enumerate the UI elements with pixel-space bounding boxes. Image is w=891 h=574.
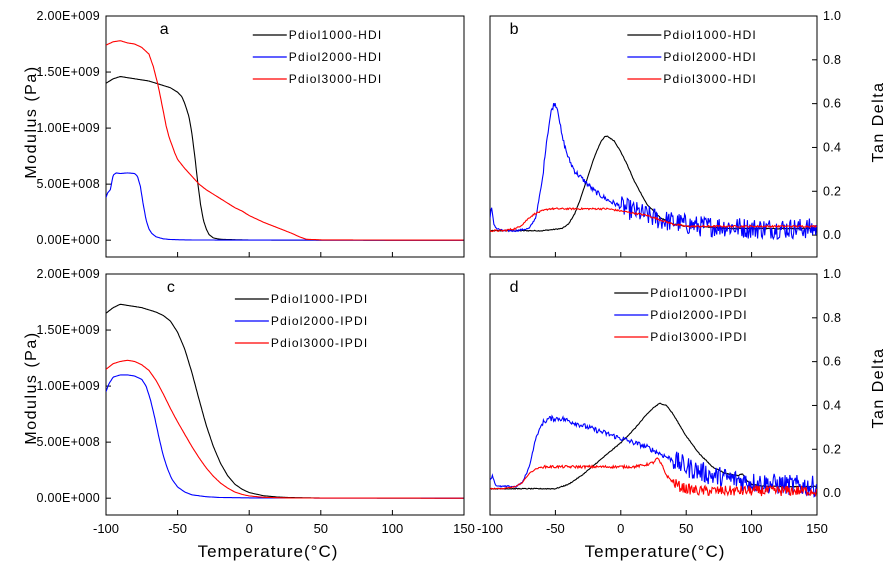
- y-tick-label: 5.00E+008: [36, 435, 100, 449]
- y-tick-label: 1.50E+009: [36, 65, 100, 79]
- panel-label-b: b: [510, 21, 519, 38]
- y-tick-label: 1.0: [823, 9, 841, 23]
- y-tick-label: 0.2: [823, 442, 841, 456]
- series-line-pdiol1000-ipdi: [106, 303, 464, 499]
- y-tick-label: 0.0: [823, 228, 841, 242]
- panel-label-d: d: [510, 279, 519, 296]
- y-tick-label: 0.0: [823, 486, 841, 500]
- legend-label: Pdiol3000-IPDI: [650, 330, 748, 344]
- x-axis-title-left: Temperature(°C): [198, 542, 339, 561]
- legend-label: Pdiol2000-IPDI: [271, 314, 369, 328]
- x-tick-label: 100: [741, 521, 763, 536]
- series-line-pdiol1000-hdi: [106, 76, 464, 241]
- series-line-pdiol3000-hdi: [490, 206, 817, 233]
- x-tick-label: -50: [546, 521, 565, 536]
- x-tick-label: 150: [453, 521, 475, 536]
- y-tick-label: 0.4: [823, 398, 841, 412]
- legend-label: Pdiol1000-HDI: [289, 28, 383, 42]
- x-axis-title-right: Temperature(°C): [585, 542, 726, 561]
- y-tick-label: 1.0: [823, 267, 841, 281]
- y-tick-label: 0.00E+000: [36, 233, 100, 247]
- y-tick-label: 0.00E+000: [36, 491, 100, 505]
- legend-label: Pdiol1000-IPDI: [650, 286, 748, 300]
- x-tick-label: 0: [617, 521, 624, 536]
- y-tick-label: 1.00E+009: [36, 121, 100, 135]
- y-tick-label: 2.00E+009: [36, 267, 100, 281]
- y-axis-title-bottom-right: Tan Delta: [870, 347, 887, 428]
- legend-label: Pdiol2000-IPDI: [650, 308, 748, 322]
- series-line-pdiol2000-ipdi: [106, 374, 464, 499]
- plot-frame-c: [105, 273, 465, 516]
- legend-label: Pdiol2000-HDI: [663, 50, 757, 64]
- legend-label: Pdiol2000-HDI: [289, 50, 383, 64]
- panel-b: 0.0 0.2 0.4 0.6 0.8 1.0 b Pdiol1000-HDI Pdiol200…: [489, 9, 841, 258]
- series-line-pdiol3000-ipdi: [490, 457, 817, 498]
- panel-a: 0.00E+000 5.00E+008 1.00E+009 1.50E+009 2.00…: [36, 9, 465, 258]
- legend-label: Pdiol1000-IPDI: [271, 292, 369, 306]
- y-axis-title-top-right: Tan Delta: [870, 81, 887, 162]
- y-tick-label: 0.6: [823, 97, 841, 111]
- x-tick-label: 50: [314, 521, 328, 536]
- y-tick-label: 0.8: [823, 53, 841, 67]
- panel-d: 0.0 0.2 0.4 0.6 0.8 1.0 -100 -50 0 50 100 150 d Pdiol…: [477, 267, 841, 536]
- panel-label-a: a: [160, 21, 169, 38]
- x-tick-label: 150: [806, 521, 828, 536]
- plot-frame-b: [489, 15, 818, 258]
- panel-label-c: c: [167, 279, 175, 296]
- y-tick-label: 5.00E+008: [36, 177, 100, 191]
- y-axis-title-bottom-left: Modulus (Pa): [23, 331, 40, 444]
- y-tick-label: 0.4: [823, 140, 841, 154]
- series-line-pdiol3000-ipdi: [106, 359, 464, 499]
- panel-c: 0.00E+000 5.00E+008 1.00E+009 1.50E+009 2.00…: [36, 267, 474, 536]
- series-line-pdiol3000-hdi: [106, 40, 464, 241]
- series-line-pdiol2000-hdi: [490, 102, 817, 241]
- y-tick-label: 2.00E+009: [36, 9, 100, 23]
- legend-label: Pdiol3000-HDI: [663, 72, 757, 86]
- series-line-pdiol2000-ipdi: [490, 414, 817, 498]
- y-tick-label: 0.6: [823, 355, 841, 369]
- y-tick-label: 0.2: [823, 184, 841, 198]
- x-tick-label: 50: [679, 521, 693, 536]
- x-tick-label: 0: [246, 521, 253, 536]
- plot-frame-a: [105, 15, 465, 258]
- plot-frame-d: [489, 273, 818, 516]
- series-line-pdiol1000-ipdi: [490, 402, 817, 490]
- x-tick-label: -100: [477, 521, 503, 536]
- legend-label: Pdiol1000-HDI: [663, 28, 757, 42]
- legend-label: Pdiol3000-HDI: [289, 72, 383, 86]
- legend-label: Pdiol3000-IPDI: [271, 336, 369, 350]
- x-tick-label: -50: [168, 521, 187, 536]
- x-tick-label: -100: [93, 521, 119, 536]
- y-tick-label: 1.50E+009: [36, 323, 100, 337]
- y-tick-label: 0.8: [823, 311, 841, 325]
- y-axis-title-top-left: Modulus (Pa): [23, 65, 40, 178]
- x-tick-label: 100: [382, 521, 404, 536]
- y-tick-label: 1.00E+009: [36, 379, 100, 393]
